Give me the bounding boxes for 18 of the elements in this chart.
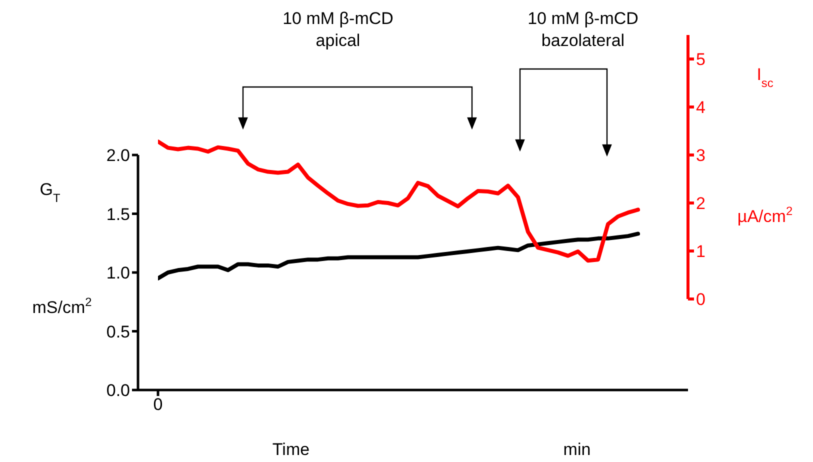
y-tick-label: 0.5: [106, 322, 130, 342]
text: 10 mM β-mCD bazolateral: [528, 9, 638, 50]
y2-tick-label: 1: [696, 242, 706, 262]
y2-tick-label: 4: [696, 98, 706, 118]
y-tick-label: 0.0: [106, 381, 130, 400]
text: I$_{sc}$ µA/cm$^{2}$: [737, 65, 793, 226]
y2-tick-label: 2: [696, 194, 706, 214]
line-series: [158, 140, 640, 263]
y2-tick-label: 0: [696, 290, 706, 310]
text: G$_{T}$ mS/cm$^{2}$: [32, 180, 92, 317]
text: Time min: [272, 440, 591, 459]
y-tick-label: 1.0: [106, 264, 130, 283]
y2-tick-label: 3: [696, 146, 706, 166]
line-series: [158, 232, 640, 280]
text: 10 mM β-mCD apical: [282, 9, 394, 50]
y2-tick-label: 5: [696, 50, 706, 70]
y-tick-label: 2.0: [106, 146, 130, 166]
y-tick-label: 1.5: [106, 204, 130, 224]
